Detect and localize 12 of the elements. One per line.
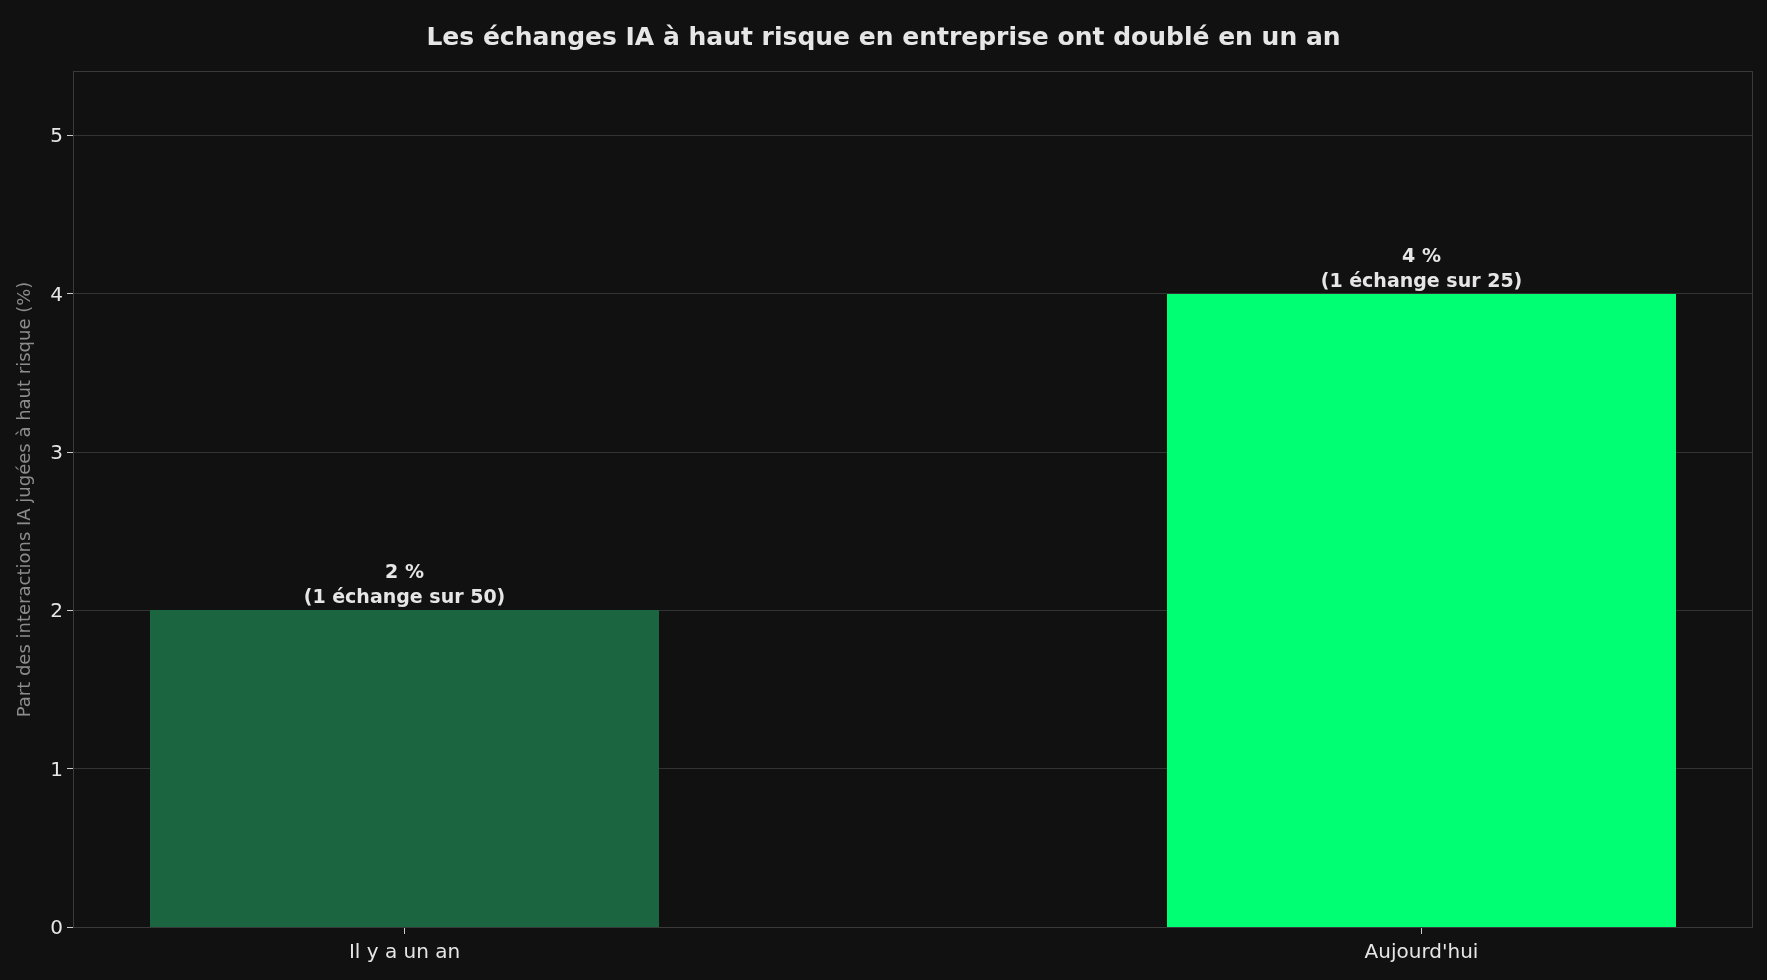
y-tick-label: 2 bbox=[50, 598, 63, 623]
y-axis-title: Part des interactions IA jugées à haut risque (%) bbox=[13, 281, 35, 718]
y-tick-label: 0 bbox=[50, 915, 63, 939]
y-tick-label: 4 bbox=[50, 281, 63, 306]
x-tick-label: Il y a un an bbox=[348, 939, 461, 963]
y-tick-label: 5 bbox=[50, 123, 63, 148]
chart-title: Les échanges IA à haut risque en entreprise ont doublé en un an bbox=[426, 21, 1341, 51]
x-tick-label: Aujourd'hui bbox=[1364, 939, 1479, 963]
y-tick-label: 3 bbox=[50, 440, 63, 464]
data-label: 2 % (1 échange sur 50) bbox=[303, 560, 506, 607]
data-label: 4 % (1 échange sur 25) bbox=[1320, 244, 1523, 291]
y-tick-label: 1 bbox=[50, 756, 63, 781]
